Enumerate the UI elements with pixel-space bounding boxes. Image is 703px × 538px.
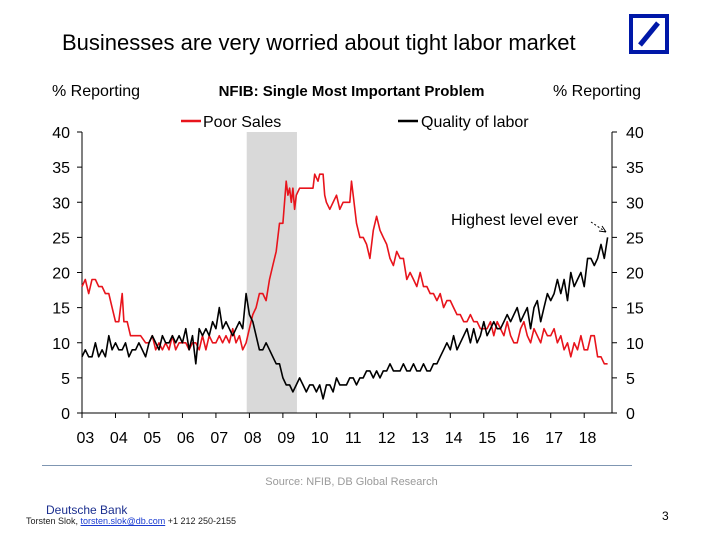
legend-label-poor-sales: Poor Sales bbox=[203, 114, 281, 131]
y-tick-label-right: 5 bbox=[626, 371, 635, 388]
x-tick-label: 04 bbox=[110, 430, 128, 447]
y-tick-label-right: 25 bbox=[626, 230, 644, 247]
annotation-arrowhead bbox=[598, 225, 607, 233]
x-tick-label: 12 bbox=[378, 430, 396, 447]
x-tick-label: 07 bbox=[210, 430, 228, 447]
y-tick-label-left: 5 bbox=[61, 371, 70, 388]
page-number: 3 bbox=[662, 509, 669, 523]
series-line-quality-of-labor bbox=[81, 237, 609, 400]
x-tick-label: 09 bbox=[277, 430, 295, 447]
y-tick-label-left: 20 bbox=[52, 266, 70, 283]
slide-title: Businesses are very worried about tight … bbox=[62, 30, 576, 55]
brand-name: Deutsche Bank bbox=[46, 503, 128, 517]
legend: Poor Sales Quality of labor bbox=[181, 114, 529, 131]
chart-title: NFIB: Single Most Important Problem bbox=[218, 83, 485, 100]
y-tick-label-right: 35 bbox=[626, 160, 644, 177]
y-tick-label-left: 10 bbox=[52, 336, 70, 353]
x-tick-label: 06 bbox=[177, 430, 195, 447]
annotation-highest-level: Highest level ever bbox=[451, 212, 579, 229]
x-tick-label: 18 bbox=[579, 430, 597, 447]
x-tick-label: 08 bbox=[244, 430, 262, 447]
x-tick-label: 10 bbox=[311, 430, 329, 447]
x-tick-label: 15 bbox=[478, 430, 496, 447]
x-tick-label: 17 bbox=[545, 430, 563, 447]
email-link[interactable]: torsten.slok@db.com bbox=[80, 516, 166, 526]
x-tick-label: 05 bbox=[143, 430, 161, 447]
author-name: Torsten Slok, bbox=[26, 516, 79, 526]
y-tick-label-right: 15 bbox=[626, 301, 644, 318]
x-tick-label: 16 bbox=[512, 430, 530, 447]
y-tick-label-left: 0 bbox=[61, 406, 70, 423]
source-note: Source: NFIB, DB Global Research bbox=[265, 476, 438, 488]
y-axis-label-right: % Reporting bbox=[553, 83, 642, 100]
y-tick-label-right: 30 bbox=[626, 195, 644, 212]
phone-number: +1 212 250-2155 bbox=[167, 516, 237, 526]
contact-line: Torsten Slok, torsten.slok@db.com +1 212… bbox=[26, 516, 236, 526]
y-tick-label-right: 10 bbox=[626, 336, 644, 353]
footer-divider bbox=[42, 465, 632, 466]
legend-label-quality-of-labor: Quality of labor bbox=[421, 114, 529, 131]
y-tick-label-left: 40 bbox=[52, 125, 70, 142]
y-tick-label-left: 35 bbox=[52, 160, 70, 177]
y-tick-label-left: 30 bbox=[52, 195, 70, 212]
x-tick-label: 13 bbox=[411, 430, 429, 447]
annotation-arrow bbox=[590, 221, 607, 233]
y-tick-label-right: 0 bbox=[626, 406, 635, 423]
x-tick-label: 03 bbox=[76, 430, 94, 447]
y-tick-label-right: 40 bbox=[626, 125, 644, 142]
y-tick-label-right: 20 bbox=[626, 266, 644, 283]
y-tick-label-left: 25 bbox=[52, 230, 70, 247]
y-tick-label-left: 15 bbox=[52, 301, 70, 318]
y-axis-label-left: % Reporting bbox=[52, 83, 141, 100]
deutsche-bank-logo bbox=[629, 14, 669, 54]
x-tick-label: 14 bbox=[445, 430, 463, 447]
x-tick-label: 11 bbox=[345, 430, 362, 447]
series-line-poor-sales bbox=[81, 173, 608, 365]
